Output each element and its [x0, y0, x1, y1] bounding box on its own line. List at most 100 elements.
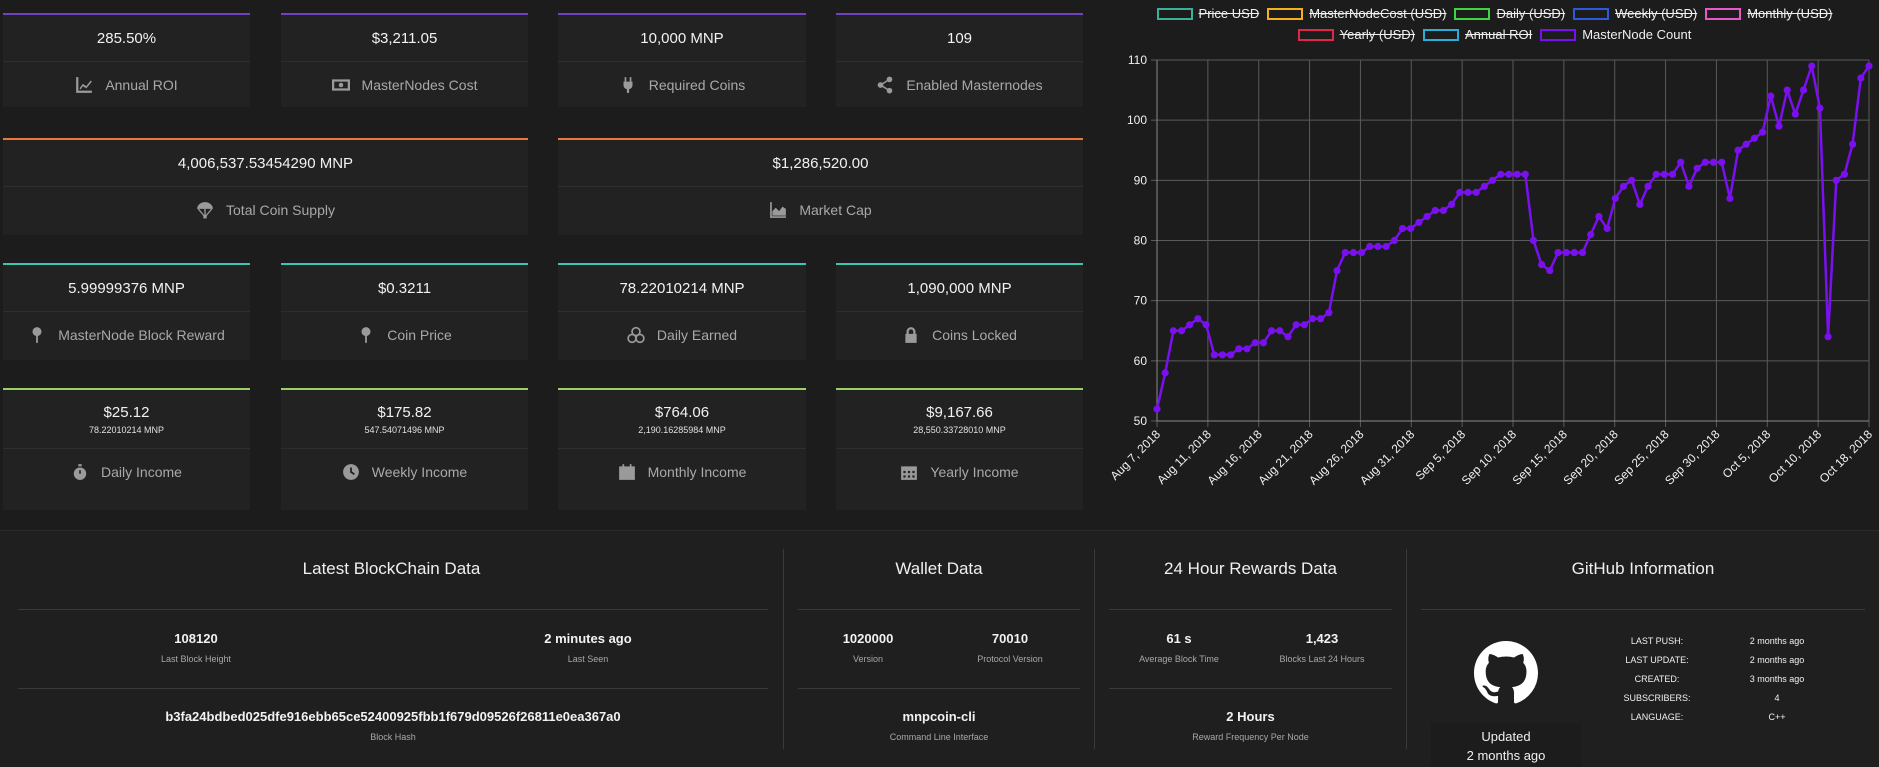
data-point — [1210, 351, 1218, 359]
github-icon[interactable] — [1474, 641, 1538, 705]
y-tick-label: 110 — [1128, 53, 1147, 67]
data-point — [1726, 194, 1734, 202]
github-key: SUBSCRIBERS: — [1623, 692, 1691, 703]
data-point — [1317, 315, 1325, 323]
github-key: LAST PUSH: — [1630, 635, 1684, 646]
data-point — [1824, 333, 1832, 341]
stat-sub-value: 78.22010214 MNP — [88, 424, 165, 435]
reward-frequency-value: 2 Hours — [1226, 709, 1275, 724]
legend-item[interactable]: Monthly (USD) — [1705, 6, 1832, 21]
cli-value: mnpcoin-cli — [902, 709, 976, 724]
data-point — [1202, 321, 1210, 329]
rewards-section: 24 Hour Rewards Data 61 s Average Block T… — [1095, 531, 1406, 767]
data-point — [1186, 321, 1194, 329]
share-icon — [876, 76, 894, 94]
stat-sub-value: 547.54071496 MNP — [364, 424, 445, 435]
data-point — [1578, 248, 1587, 257]
data-point — [1742, 140, 1750, 148]
x-tick-label: Oct 18, 2018 — [1817, 427, 1876, 486]
data-point — [1783, 86, 1791, 94]
chart-legend: Price USD MasterNodeCost (USD) Daily (USD)… — [1110, 6, 1879, 48]
data-point — [1636, 200, 1644, 208]
stat-value: $764.06 — [654, 403, 710, 421]
stat-card-required-coins: 10,000 MNP Required Coins — [558, 13, 806, 107]
data-point — [1382, 242, 1390, 251]
data-point — [1218, 351, 1227, 359]
version-value: 1020000 — [842, 631, 894, 646]
data-point — [1857, 74, 1865, 82]
line-chart-icon — [75, 76, 93, 94]
data-point — [1832, 176, 1840, 184]
data-point — [1587, 230, 1595, 239]
y-tick-label: 70 — [1134, 294, 1148, 308]
section-title: Latest BlockChain Data — [302, 559, 481, 578]
github-value: 3 months ago — [1749, 673, 1805, 684]
stat-label: Daily Earned — [656, 327, 738, 343]
block-time-label: Average Block Time — [1139, 654, 1219, 664]
data-point — [1840, 170, 1849, 178]
github-key: CREATED: — [1634, 673, 1680, 684]
stat-value: 1,090,000 MNP — [836, 265, 1083, 312]
data-point — [1398, 224, 1407, 233]
blocks-24h-value: 1,423 — [1305, 631, 1339, 646]
data-point — [1464, 188, 1472, 196]
clock-icon — [342, 463, 360, 481]
legend-swatch — [1423, 28, 1460, 41]
legend-item[interactable]: Yearly (USD) — [1297, 27, 1415, 42]
data-point — [1251, 339, 1259, 347]
y-tick-label: 90 — [1134, 173, 1148, 187]
legend-item[interactable]: MasterNode Count — [1540, 27, 1691, 42]
data-point — [1235, 345, 1243, 353]
data-point — [1439, 206, 1448, 215]
pin-icon — [357, 326, 375, 344]
data-point — [1497, 170, 1505, 178]
data-point — [1513, 170, 1521, 178]
y-tick-label: 50 — [1134, 414, 1148, 428]
last-seen-value: 2 minutes ago — [544, 631, 632, 646]
data-point — [1538, 260, 1546, 269]
github-value: 2 months ago — [1749, 635, 1805, 646]
stat-value: $25.12 — [103, 403, 150, 421]
x-tick-label: Sep 30, 2018 — [1662, 427, 1723, 488]
data-point — [1472, 188, 1480, 196]
legend-item[interactable]: Weekly (USD) — [1573, 6, 1697, 21]
stat-card-masternodes-cost: $3,211.05 MasterNodes Cost — [281, 13, 528, 107]
legend-swatch — [1297, 28, 1334, 41]
data-point — [1243, 345, 1251, 353]
data-point — [1194, 315, 1202, 323]
masternode-chart: Price USD MasterNodeCost (USD) Daily (USD)… — [1110, 0, 1879, 500]
data-point — [1554, 248, 1562, 257]
data-point — [1750, 134, 1759, 142]
data-point — [1349, 248, 1358, 257]
github-key: LAST UPDATE: — [1625, 654, 1689, 665]
stat-label: Total Coin Supply — [226, 202, 335, 218]
legend-item[interactable]: Daily (USD) — [1454, 6, 1565, 21]
data-point — [1808, 62, 1816, 70]
stat-card-daily-earned: 78.22010214 MNP Daily Earned — [558, 263, 806, 360]
data-point — [1284, 333, 1292, 341]
stat-label: Daily Income — [101, 464, 182, 480]
stat-card-total-coin-supply: 4,006,537.53454290 MNP Total Coin Supply — [3, 138, 528, 235]
data-point — [1480, 182, 1488, 190]
stat-value: $3,211.05 — [281, 15, 528, 62]
section-title: Wallet Data — [895, 559, 983, 578]
legend-label: Monthly (USD) — [1747, 6, 1833, 21]
calendar-grid-icon — [900, 463, 918, 481]
stat-value: 78.22010214 MNP — [558, 265, 806, 312]
github-updated-label: Updated — [1481, 729, 1531, 744]
data-point — [1644, 182, 1652, 190]
legend-label: Price USD — [1198, 6, 1260, 21]
stat-label: Market Cap — [799, 202, 872, 218]
block-hash-label: Block Hash — [370, 732, 416, 742]
legend-label: MasterNode Count — [1582, 27, 1692, 42]
wallet-section: Wallet Data 1020000 Version 70010 Protocol… — [784, 531, 1094, 767]
legend-item[interactable]: MasterNodeCost (USD) — [1267, 6, 1446, 21]
stat-card-yearly-income: $9,167.66 28,550.33728010 MNP Yearly Inco… — [836, 388, 1083, 510]
legend-item[interactable]: Annual ROI — [1423, 27, 1532, 42]
data-point — [1415, 218, 1423, 227]
stat-label: Annual ROI — [105, 77, 178, 93]
legend-item[interactable]: Price USD — [1156, 6, 1260, 21]
data-point — [1619, 182, 1628, 190]
stat-card-annual-roi: 285.50% Annual ROI — [3, 13, 250, 107]
